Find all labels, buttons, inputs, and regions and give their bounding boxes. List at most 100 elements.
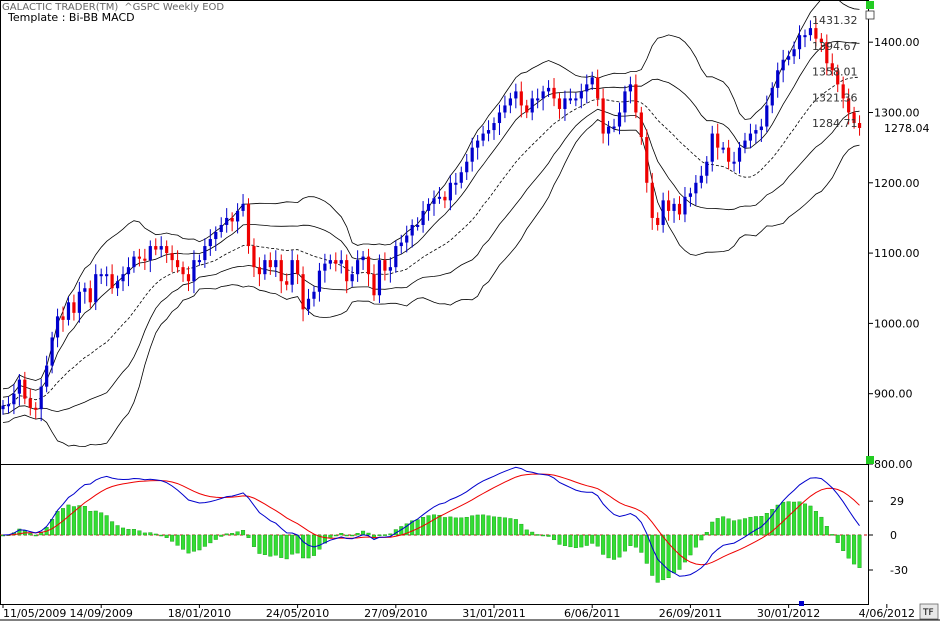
- price-axis-label: 1400.00: [874, 36, 920, 49]
- candle-body: [705, 161, 709, 176]
- x-axis-label: 4/06/2012: [859, 607, 915, 620]
- price-axis-label: 1000.00: [874, 317, 920, 330]
- macd-histogram-bar: [93, 510, 98, 536]
- candle-body: [66, 302, 71, 320]
- band-value-label: 1431.32: [812, 14, 858, 27]
- candle-body: [574, 98, 578, 101]
- candle-body: [508, 98, 512, 106]
- macd-histogram-bar: [142, 532, 147, 536]
- scroll-top-marker[interactable]: [866, 1, 874, 9]
- candle-body: [421, 210, 425, 225]
- panel-toggle-button[interactable]: [865, 10, 875, 20]
- candle-body: [579, 91, 583, 99]
- candle-body: [50, 337, 54, 366]
- candle-body: [252, 246, 256, 268]
- macd-histogram-bar: [710, 521, 715, 536]
- candle-body: [683, 196, 687, 215]
- macd-histogram-bar: [82, 506, 87, 536]
- macd-histogram-bar: [306, 534, 311, 559]
- macd-histogram-bar: [410, 520, 415, 536]
- candle-body: [656, 217, 660, 225]
- macd-histogram-bar: [268, 534, 273, 557]
- candle-body: [454, 182, 458, 185]
- candle-body: [568, 98, 572, 101]
- candle-body: [776, 70, 780, 88]
- band-value-label: 1358.01: [812, 66, 858, 79]
- macd-histogram-bar: [459, 517, 464, 536]
- candle-body: [694, 182, 698, 194]
- candle-body: [666, 200, 671, 211]
- macd-histogram-bar: [126, 529, 131, 536]
- macd-histogram-bar: [841, 534, 846, 551]
- macd-histogram-bar: [273, 534, 278, 556]
- candle-body: [852, 112, 856, 124]
- macd-histogram-bar: [802, 503, 807, 536]
- macd-histogram-bar: [508, 518, 513, 536]
- candle-body: [492, 123, 496, 131]
- macd-histogram-bar: [813, 511, 818, 536]
- candle-body: [328, 260, 332, 264]
- candle-body: [770, 87, 774, 106]
- macd-histogram-bar: [77, 505, 82, 536]
- macd-histogram-bar: [644, 534, 649, 564]
- candle-body: [394, 246, 398, 268]
- candle-body: [263, 260, 267, 275]
- bollinger-upper-inner: [2, 40, 860, 398]
- current-bar-marker[interactable]: [799, 601, 804, 606]
- macd-histogram-bar: [257, 534, 262, 554]
- candle-body: [246, 203, 251, 247]
- macd-histogram-bar: [301, 534, 306, 559]
- macd-histogram-bar: [688, 534, 693, 556]
- candle-body: [12, 393, 16, 405]
- candle-body: [612, 126, 616, 129]
- macd-histogram-bar: [797, 501, 802, 536]
- band-value-label: 1321.36: [812, 91, 858, 104]
- macd-histogram-bar: [448, 516, 453, 536]
- x-axis-label: 14/09/2009: [69, 607, 132, 620]
- macd-histogram-bar: [552, 534, 557, 541]
- candle-body: [525, 105, 529, 113]
- candle-body: [688, 193, 693, 197]
- macd-histogram-bar: [682, 534, 687, 563]
- candle-body: [645, 137, 649, 183]
- candle-body: [388, 267, 392, 271]
- macd-histogram-bar: [715, 518, 720, 536]
- candle-body: [345, 260, 349, 282]
- candle-body: [165, 246, 169, 254]
- macd-histogram-bar: [764, 513, 769, 536]
- candle-body: [781, 59, 785, 71]
- macd-histogram-bar: [808, 505, 813, 536]
- macd-histogram-bar: [704, 532, 709, 536]
- macd-histogram-bar: [415, 519, 420, 536]
- macd-histogram-bar: [699, 534, 704, 541]
- macd-histogram-bar: [650, 534, 655, 576]
- macd-signal-line: [3, 473, 860, 566]
- candle-body: [541, 91, 545, 99]
- candle-body: [743, 140, 747, 148]
- candle-body: [137, 256, 141, 259]
- candle-body: [792, 49, 796, 57]
- tf-button[interactable]: [919, 603, 939, 620]
- candle-body: [214, 232, 218, 240]
- candle-body: [405, 235, 409, 243]
- macd-histogram-bar: [110, 521, 115, 536]
- macd-histogram-bar: [317, 534, 322, 550]
- scroll-bottom-marker[interactable]: [866, 456, 874, 464]
- macd-histogram-bar: [721, 516, 726, 536]
- macd-histogram-bar: [541, 534, 546, 537]
- macd-histogram-bar: [770, 509, 775, 536]
- macd-histogram-bar: [481, 514, 486, 536]
- macd-histogram-bar: [170, 534, 175, 542]
- macd-histogram-bar: [197, 534, 202, 551]
- macd-histogram-bar: [432, 514, 437, 536]
- candle-body: [197, 260, 202, 263]
- candle-body: [132, 256, 136, 268]
- macd-histogram-bar: [202, 534, 207, 547]
- macd-histogram-bar: [382, 534, 387, 536]
- macd-histogram-bar: [486, 515, 491, 536]
- macd-histogram-bar: [311, 534, 316, 556]
- candle-body: [88, 288, 92, 303]
- candle-body: [110, 274, 114, 289]
- candle-body: [432, 198, 436, 204]
